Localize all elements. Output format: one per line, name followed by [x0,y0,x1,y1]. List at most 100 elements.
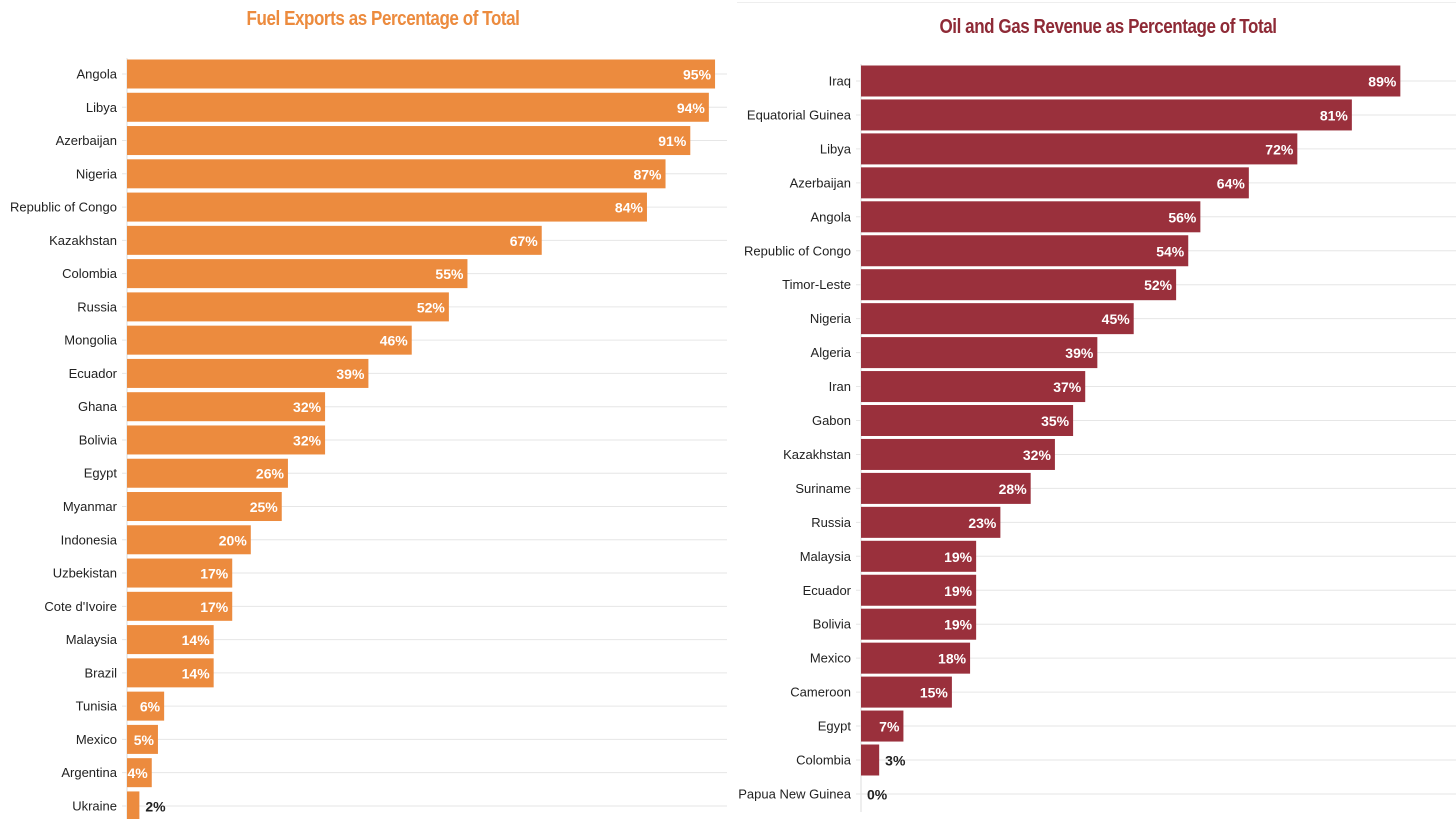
category-label: Nigeria [76,166,118,181]
bar [861,167,1249,199]
category-label: Malaysia [800,549,852,564]
data-label: 46% [380,333,409,349]
data-label: 5% [134,732,155,748]
data-label: 4% [128,765,149,781]
data-label: 39% [336,366,365,382]
category-label: Azerbaijan [790,175,851,190]
data-label: 32% [1023,447,1052,463]
bar [127,625,214,655]
bar [861,710,904,742]
data-label: 2% [145,798,166,814]
bar [127,724,158,754]
bar [861,133,1298,165]
data-label: 45% [1102,311,1131,327]
data-label: 54% [1156,243,1185,259]
bar [127,392,326,422]
category-label: Colombia [796,753,852,768]
bar [861,438,1055,470]
category-label: Libya [820,141,852,156]
bar [861,269,1177,301]
category-label: Equatorial Guinea [747,107,852,122]
data-label: 6% [140,699,161,715]
category-label: Tunisia [76,699,118,714]
category-label: Malaysia [66,632,118,647]
category-label: Indonesia [61,532,118,547]
data-label: 37% [1053,379,1082,395]
category-label: Papua New Guinea [738,786,852,801]
category-label: Ukraine [72,798,117,813]
category-label: Mexico [76,732,117,747]
category-label: Cote d'Ivoire [44,599,117,614]
category-label: Azerbaijan [56,133,117,148]
bar [861,371,1086,403]
category-label: Nigeria [810,311,852,326]
category-label: Timor-Leste [782,277,851,292]
category-label: Mexico [810,651,851,666]
category-label: Bolivia [79,432,118,447]
category-label: Suriname [795,481,851,496]
bar [861,337,1098,369]
data-label: 91% [658,133,687,149]
category-label: Iran [829,379,851,394]
bar [127,425,326,455]
data-label: 56% [1168,209,1197,225]
data-label: 52% [1144,277,1173,293]
category-label: Mongolia [64,333,118,348]
bar [127,192,647,222]
data-label: 17% [200,566,229,582]
data-label: 14% [182,632,211,648]
bar [127,591,233,621]
data-label: 17% [200,599,229,615]
category-label: Libya [86,100,118,115]
bar [127,259,468,289]
category-label: Russia [77,299,118,314]
category-label: Republic of Congo [10,200,117,215]
bar [861,405,1074,436]
bar [861,65,1401,97]
category-label: Myanmar [63,499,118,514]
data-label: 23% [968,515,997,531]
data-label: 19% [944,583,973,599]
data-label: 95% [683,67,712,83]
category-label: Brazil [84,665,117,680]
bar [127,492,282,522]
chart-title-fuel-exports: Fuel Exports as Percentage of Total [246,8,520,30]
data-label: 20% [219,532,248,548]
bar [127,292,449,322]
category-label: Angola [77,67,118,82]
panel-border [737,2,1456,3]
bar [861,574,977,606]
bar [127,691,165,721]
data-label: 39% [1065,345,1094,361]
data-label: 32% [293,432,322,448]
bar [861,472,1031,504]
bar [861,99,1352,131]
bar [861,608,977,640]
bar [861,744,880,776]
category-label: Bolivia [813,617,852,632]
bar [127,92,709,122]
bar [127,325,412,355]
bar [127,126,691,156]
bar [127,525,251,555]
data-label: 19% [944,549,973,565]
category-label: Algeria [811,345,852,360]
bar [127,658,214,688]
data-label: 35% [1041,413,1070,429]
category-label: Argentina [61,765,117,780]
data-label: 0% [867,786,888,802]
category-label: Uzbekistan [53,566,117,581]
bar [127,458,288,488]
data-label: 26% [256,466,285,482]
data-label: 28% [999,481,1028,497]
data-label: 81% [1320,107,1349,123]
data-label: 19% [944,617,973,633]
data-label: 18% [938,651,967,667]
data-label: 87% [633,166,662,182]
bar [127,558,233,588]
bar [127,358,369,388]
data-label: 64% [1217,175,1246,191]
bar [861,506,1001,538]
data-label: 84% [615,200,644,216]
